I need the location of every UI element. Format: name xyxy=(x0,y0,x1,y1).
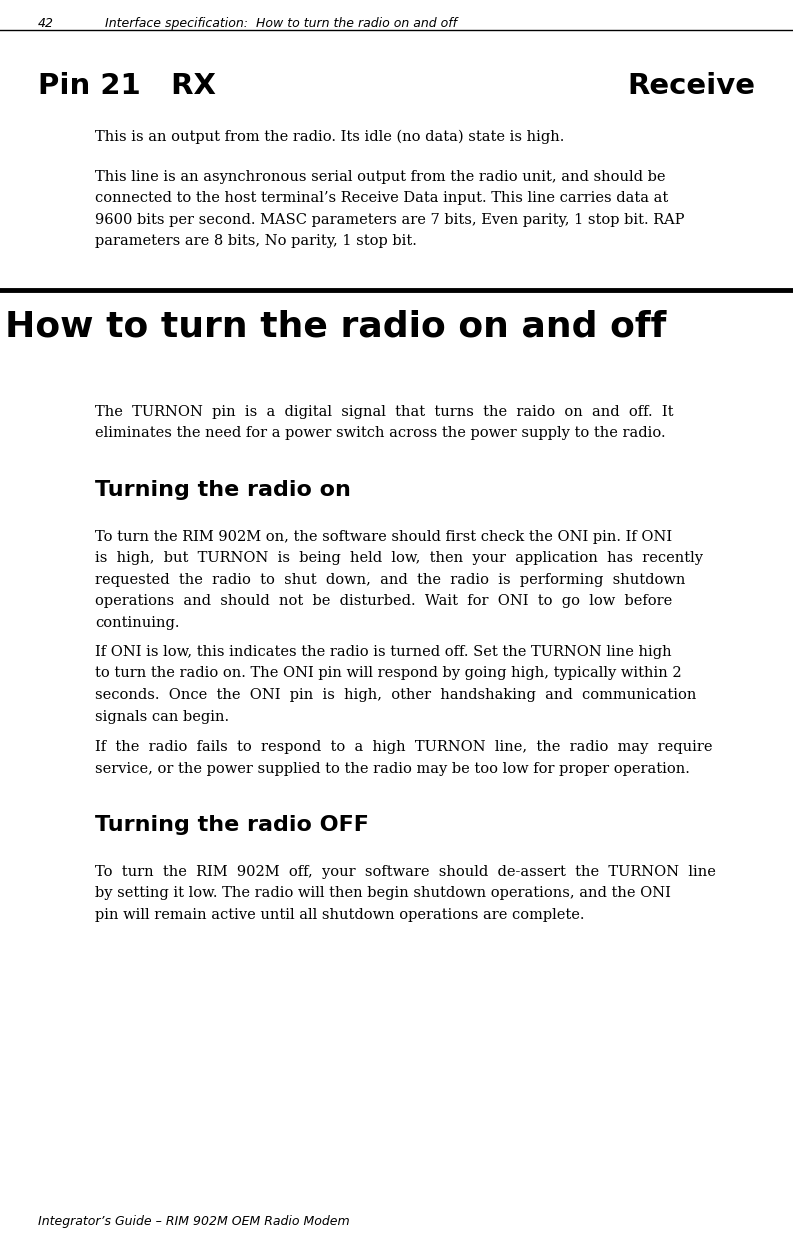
Text: To  turn  the  RIM  902M  off,  your  software  should  de-assert  the  TURNON  : To turn the RIM 902M off, your software … xyxy=(95,865,716,878)
Text: The  TURNON  pin  is  a  digital  signal  that  turns  the  raido  on  and  off.: The TURNON pin is a digital signal that … xyxy=(95,405,673,419)
Text: to turn the radio on. The ONI pin will respond by going high, typically within 2: to turn the radio on. The ONI pin will r… xyxy=(95,666,682,680)
Text: Integrator’s Guide – RIM 902M OEM Radio Modem: Integrator’s Guide – RIM 902M OEM Radio … xyxy=(38,1215,350,1227)
Text: signals can begin.: signals can begin. xyxy=(95,709,229,723)
Text: Turning the radio on: Turning the radio on xyxy=(95,479,351,499)
Text: connected to the host terminal’s Receive Data input. This line carries data at: connected to the host terminal’s Receive… xyxy=(95,192,668,206)
Text: Receive: Receive xyxy=(627,72,755,100)
Text: How to turn the radio on and off: How to turn the radio on and off xyxy=(5,310,666,344)
Text: parameters are 8 bits, No parity, 1 stop bit.: parameters are 8 bits, No parity, 1 stop… xyxy=(95,235,417,248)
Text: is  high,  but  TURNON  is  being  held  low,  then  your  application  has  rec: is high, but TURNON is being held low, t… xyxy=(95,551,703,566)
Text: continuing.: continuing. xyxy=(95,616,179,630)
Text: by setting it low. The radio will then begin shutdown operations, and the ONI: by setting it low. The radio will then b… xyxy=(95,886,671,901)
Text: requested  the  radio  to  shut  down,  and  the  radio  is  performing  shutdow: requested the radio to shut down, and th… xyxy=(95,574,685,587)
Text: 9600 bits per second. MASC parameters are 7 bits, Even parity, 1 stop bit. RAP: 9600 bits per second. MASC parameters ar… xyxy=(95,213,684,227)
Text: This is an output from the radio. Its idle (no data) state is high.: This is an output from the radio. Its id… xyxy=(95,131,565,144)
Text: Turning the radio OFF: Turning the radio OFF xyxy=(95,814,369,835)
Text: operations  and  should  not  be  disturbed.  Wait  for  ONI  to  go  low  befor: operations and should not be disturbed. … xyxy=(95,595,672,609)
Text: Pin 21   RX: Pin 21 RX xyxy=(38,72,216,100)
Text: This line is an asynchronous serial output from the radio unit, and should be: This line is an asynchronous serial outp… xyxy=(95,169,665,184)
Text: To turn the RIM 902M on, the software should first check the ONI pin. If ONI: To turn the RIM 902M on, the software sh… xyxy=(95,530,672,543)
Text: If ONI is low, this indicates the radio is turned off. Set the TURNON line high: If ONI is low, this indicates the radio … xyxy=(95,645,672,659)
Text: eliminates the need for a power switch across the power supply to the radio.: eliminates the need for a power switch a… xyxy=(95,427,665,441)
Text: 42: 42 xyxy=(38,18,54,30)
Text: If  the  radio  fails  to  respond  to  a  high  TURNON  line,  the  radio  may : If the radio fails to respond to a high … xyxy=(95,740,712,754)
Text: pin will remain active until all shutdown operations are complete.: pin will remain active until all shutdow… xyxy=(95,909,584,922)
Text: Interface specification:  How to turn the radio on and off: Interface specification: How to turn the… xyxy=(105,18,457,30)
Text: seconds.  Once  the  ONI  pin  is  high,  other  handshaking  and  communication: seconds. Once the ONI pin is high, other… xyxy=(95,688,696,702)
Text: service, or the power supplied to the radio may be too low for proper operation.: service, or the power supplied to the ra… xyxy=(95,762,690,776)
